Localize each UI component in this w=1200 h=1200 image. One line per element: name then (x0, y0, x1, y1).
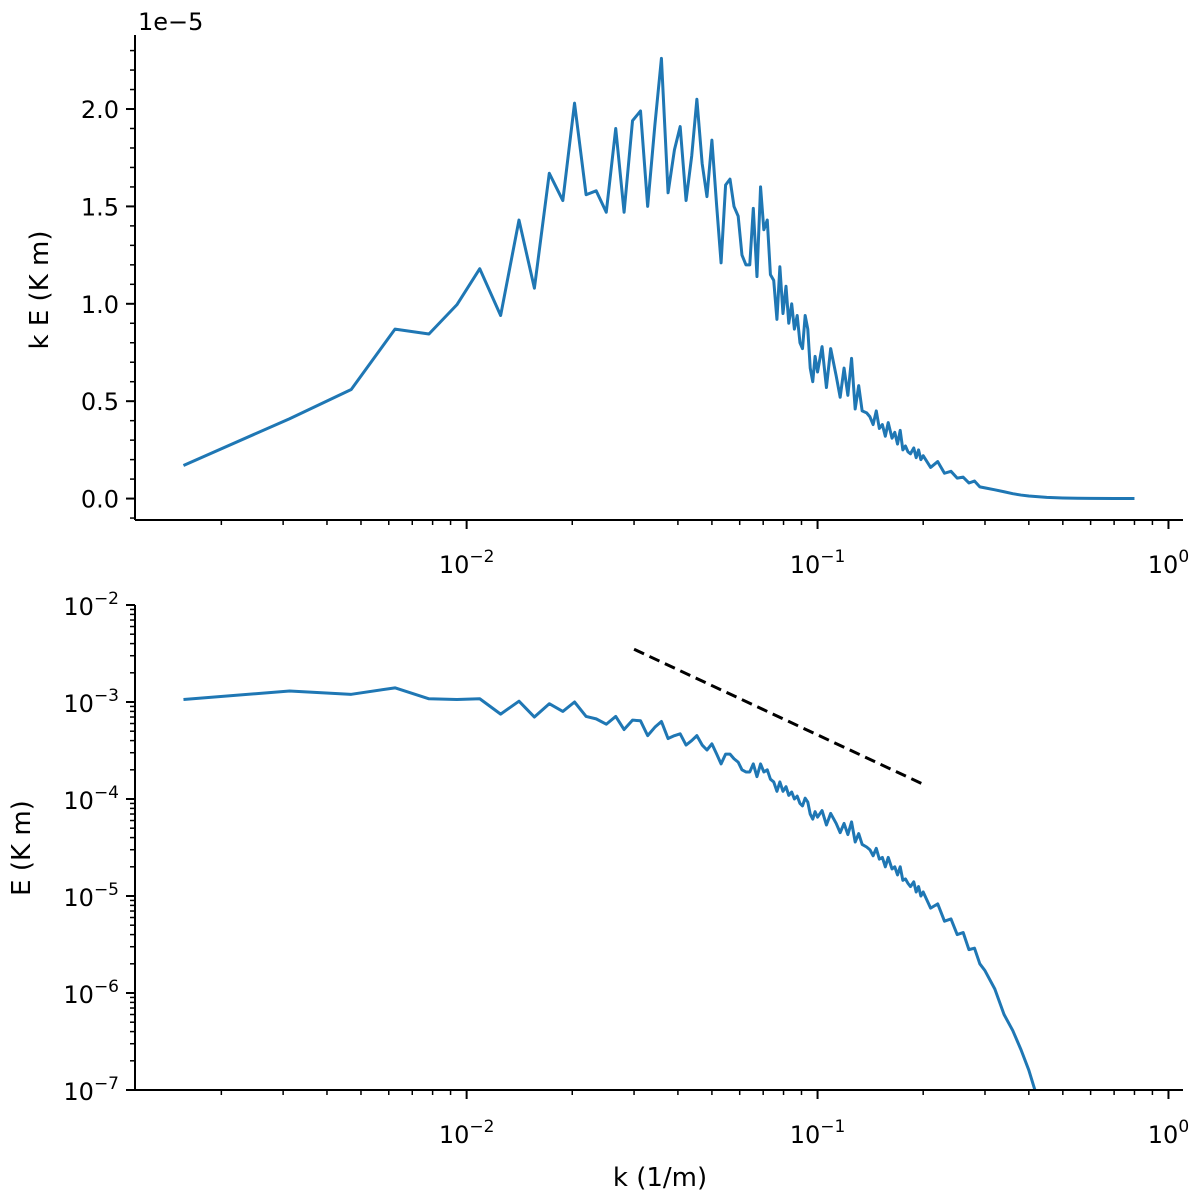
bottom-y-tick-label: 10−5 (63, 880, 119, 912)
bottom-y-tick-label: 10−2 (63, 589, 119, 621)
bottom-axes: 10−2 10−1 100 10−7 10−6 10−5 10−4 10−3 10−2 (63, 589, 1189, 1149)
bottom-panel: 10−2 10−1 100 10−7 10−6 10−5 10−4 10−3 10−2 E (K… (7, 589, 1189, 1193)
bottom-x-axis-label: k (1/m) (613, 1163, 707, 1193)
top-y-tick-label: 0.0 (81, 486, 119, 514)
top-x-tick-label: 10−1 (790, 547, 846, 579)
top-offset-label: 1e−5 (138, 8, 203, 36)
top-y-tick-label: 1.0 (81, 291, 119, 319)
bottom-y-tick-label: 10−3 (63, 686, 119, 718)
bottom-y-tick-label: 10−7 (63, 1074, 119, 1106)
top-panel: 10−2 10−1 100 0.0 0.5 1.0 1.5 2.0 1e−5 k E (K m… (25, 8, 1189, 579)
top-x-tick-label: 100 (1148, 547, 1189, 579)
top-axes: 10−2 10−1 100 0.0 0.5 1.0 1.5 2.0 (81, 35, 1189, 579)
bottom-y-axis-label: E (K m) (7, 800, 37, 896)
bottom-data-lines (183, 647, 1037, 1090)
top-y-tick-label: 2.0 (81, 96, 119, 124)
top-y-tick-label: 0.5 (81, 388, 119, 416)
top-spectrum-line (182, 56, 1135, 501)
bottom-x-tick-label: 100 (1148, 1117, 1189, 1149)
bottom-x-tick-label: 10−1 (790, 1117, 846, 1149)
top-x-tick-label: 10−2 (439, 547, 495, 579)
top-y-tick-label: 1.5 (81, 193, 119, 221)
bottom-x-tick-label: 10−2 (439, 1117, 495, 1149)
top-y-axis-label: k E (K m) (25, 231, 55, 350)
bottom-y-tick-label: 10−6 (63, 977, 119, 1009)
bottom-y-tick-label: 10−4 (63, 783, 119, 815)
bottom-spectrum-line (183, 686, 1037, 1090)
bottom-reference-slope-line (633, 647, 924, 786)
top-data-lines (182, 56, 1135, 501)
